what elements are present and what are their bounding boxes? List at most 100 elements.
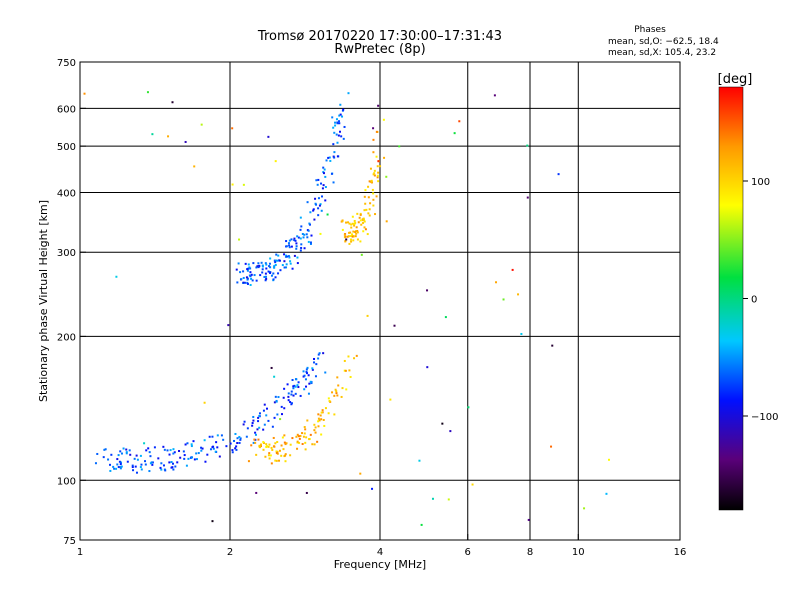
data-point: [305, 368, 308, 371]
colorbar-label: [deg]: [718, 72, 753, 87]
data-point: [222, 438, 225, 441]
data-point: [271, 425, 274, 428]
data-point: [254, 441, 257, 444]
data-point: [293, 237, 296, 240]
data-point: [212, 445, 215, 448]
data-point: [281, 264, 284, 267]
data-point: [274, 459, 277, 462]
y-axis-label: Stationary phase Virtual Height [km]: [37, 200, 50, 402]
data-point: [348, 242, 351, 245]
data-point: [301, 432, 304, 435]
data-point: [318, 419, 321, 422]
data-point: [255, 266, 258, 269]
data-point: [322, 172, 325, 175]
data-point: [290, 390, 293, 393]
data-point: [275, 400, 278, 403]
data-point: [220, 434, 223, 437]
data-point: [335, 390, 338, 393]
data-point: [273, 259, 276, 262]
data-point: [238, 435, 241, 438]
data-point: [231, 183, 234, 186]
data-point: [236, 281, 239, 284]
data-point: [372, 192, 375, 195]
data-point: [320, 209, 323, 212]
data-point: [275, 450, 278, 453]
data-point: [172, 448, 175, 451]
x-tick-label: 8: [527, 547, 533, 558]
data-point: [102, 456, 105, 459]
data-point: [511, 268, 514, 271]
data-point: [351, 222, 354, 225]
data-point: [225, 445, 228, 448]
data-point: [334, 388, 337, 391]
data-point: [368, 214, 371, 217]
data-point: [334, 124, 337, 127]
data-point: [317, 214, 320, 217]
data-point: [264, 275, 267, 278]
data-point: [277, 254, 280, 257]
data-point: [341, 115, 344, 118]
data-point: [148, 451, 151, 454]
data-point: [295, 435, 298, 438]
data-point: [347, 221, 350, 224]
data-point: [331, 391, 334, 394]
data-point: [272, 266, 275, 269]
data-point: [311, 368, 314, 371]
data-point: [359, 212, 362, 215]
data-point: [242, 281, 245, 284]
data-point: [295, 247, 298, 250]
data-point: [150, 461, 153, 464]
data-point: [263, 275, 266, 278]
data-point: [526, 144, 529, 147]
data-point: [283, 441, 286, 444]
data-point: [363, 220, 366, 223]
data-point: [354, 235, 357, 238]
data-point: [447, 498, 450, 501]
data-point: [208, 435, 211, 438]
x-tick-label: 2: [227, 547, 233, 558]
data-point: [170, 461, 173, 464]
data-point: [360, 253, 363, 256]
data-point: [314, 197, 317, 200]
data-point: [367, 185, 370, 188]
chart-title: Tromsø 20170220 17:30:00–17:31:43: [257, 29, 502, 44]
data-point: [195, 452, 198, 455]
data-point: [294, 392, 297, 395]
data-point: [338, 114, 341, 117]
data-point: [233, 439, 236, 442]
data-point: [308, 222, 311, 225]
x-tick-label: 10: [572, 547, 585, 558]
y-tick-label: 500: [57, 142, 76, 153]
data-point: [104, 448, 107, 451]
data-point: [248, 274, 251, 277]
data-point: [262, 441, 265, 444]
data-point: [316, 440, 319, 443]
data-point: [238, 441, 241, 444]
data-point: [328, 400, 331, 403]
data-point: [282, 448, 285, 451]
data-point: [148, 470, 151, 473]
data-point: [243, 420, 246, 423]
data-point: [190, 445, 193, 448]
phase-stats-o: mean, sd,O: −62.5, 18.4: [608, 37, 719, 47]
data-point: [269, 271, 272, 274]
data-point: [284, 255, 287, 258]
data-point: [354, 231, 357, 234]
data-point: [344, 235, 347, 238]
data-point: [160, 468, 163, 471]
data-point: [296, 235, 299, 238]
data-point: [120, 452, 123, 455]
data-point: [170, 466, 173, 469]
data-point: [325, 159, 328, 162]
data-point: [118, 460, 121, 463]
data-point: [357, 221, 360, 224]
data-point: [341, 228, 344, 231]
data-point: [290, 238, 293, 241]
data-point: [109, 463, 112, 466]
data-point: [340, 395, 343, 398]
data-point: [605, 492, 608, 495]
data-point: [261, 264, 264, 267]
data-point: [321, 195, 324, 198]
data-point: [201, 447, 204, 450]
data-point: [317, 357, 320, 360]
